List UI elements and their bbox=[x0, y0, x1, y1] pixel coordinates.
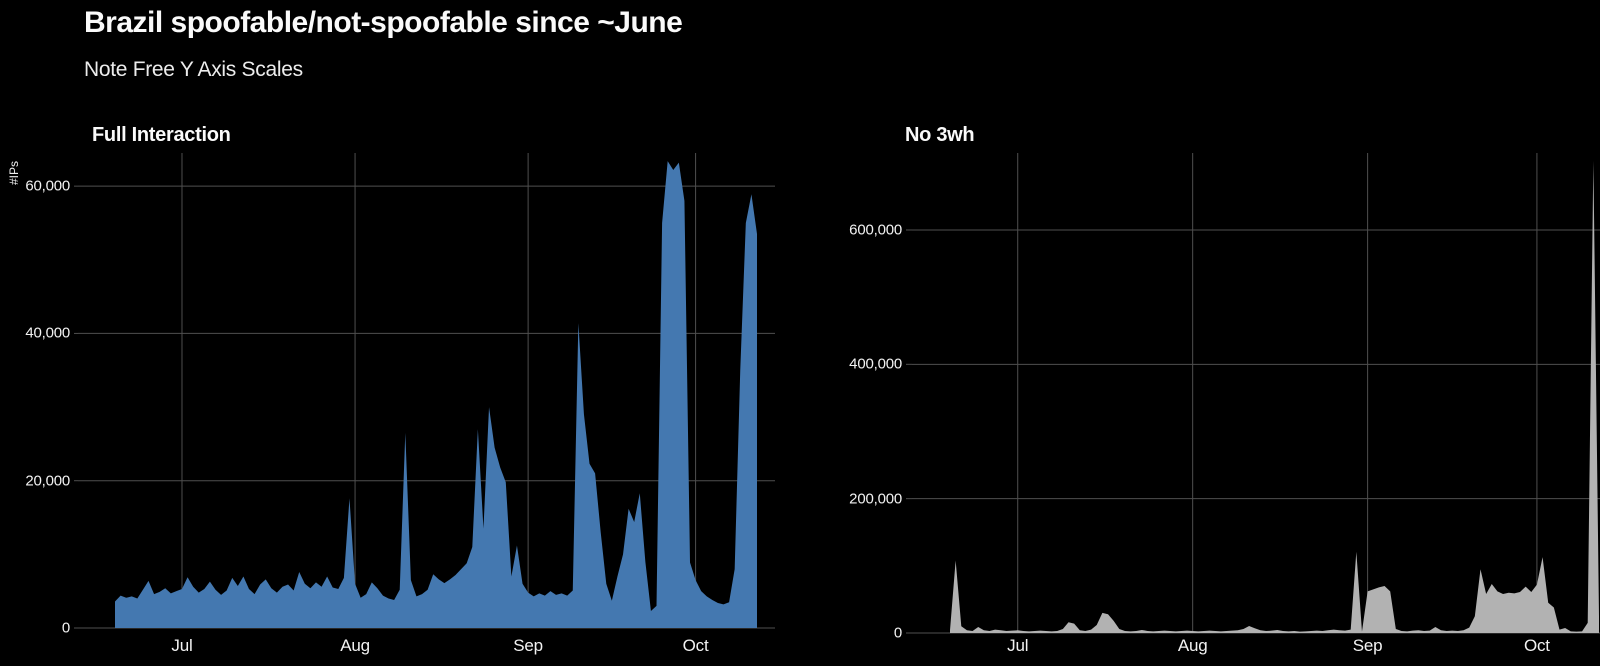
y-tick-label: 200,000 bbox=[849, 490, 902, 508]
x-tick-label: Aug bbox=[340, 636, 370, 655]
page-title: Brazil spoofable/not-spoofable since ~Ju… bbox=[84, 6, 683, 39]
panel-title-full-interaction: Full Interaction bbox=[92, 124, 231, 146]
page-subtitle: Note Free Y Axis Scales bbox=[84, 58, 303, 81]
y-tick-label: 40,000 bbox=[25, 324, 70, 342]
x-tick-label: Sep bbox=[513, 636, 543, 655]
area-series-no-3wh bbox=[950, 160, 1599, 634]
y-tick-label: 600,000 bbox=[849, 221, 902, 239]
area-series-full-interaction bbox=[115, 161, 757, 628]
panel-title-no-3wh: No 3wh bbox=[905, 124, 975, 146]
area-series bbox=[115, 160, 1599, 634]
x-tick-label: Aug bbox=[1177, 636, 1208, 655]
x-tick-label: Jul bbox=[1007, 636, 1029, 655]
y-tick-label: 60,000 bbox=[25, 177, 70, 195]
x-tick-label: Oct bbox=[1523, 636, 1550, 655]
y-tick-label: 0 bbox=[61, 619, 70, 637]
x-tick-label: Sep bbox=[1352, 636, 1383, 655]
x-tick-label: Oct bbox=[682, 636, 709, 655]
y-tick-label: 0 bbox=[893, 624, 902, 642]
y-tick-label: 20,000 bbox=[25, 472, 70, 490]
y-tick-label: 400,000 bbox=[849, 355, 902, 373]
x-tick-label: Jul bbox=[171, 636, 193, 655]
